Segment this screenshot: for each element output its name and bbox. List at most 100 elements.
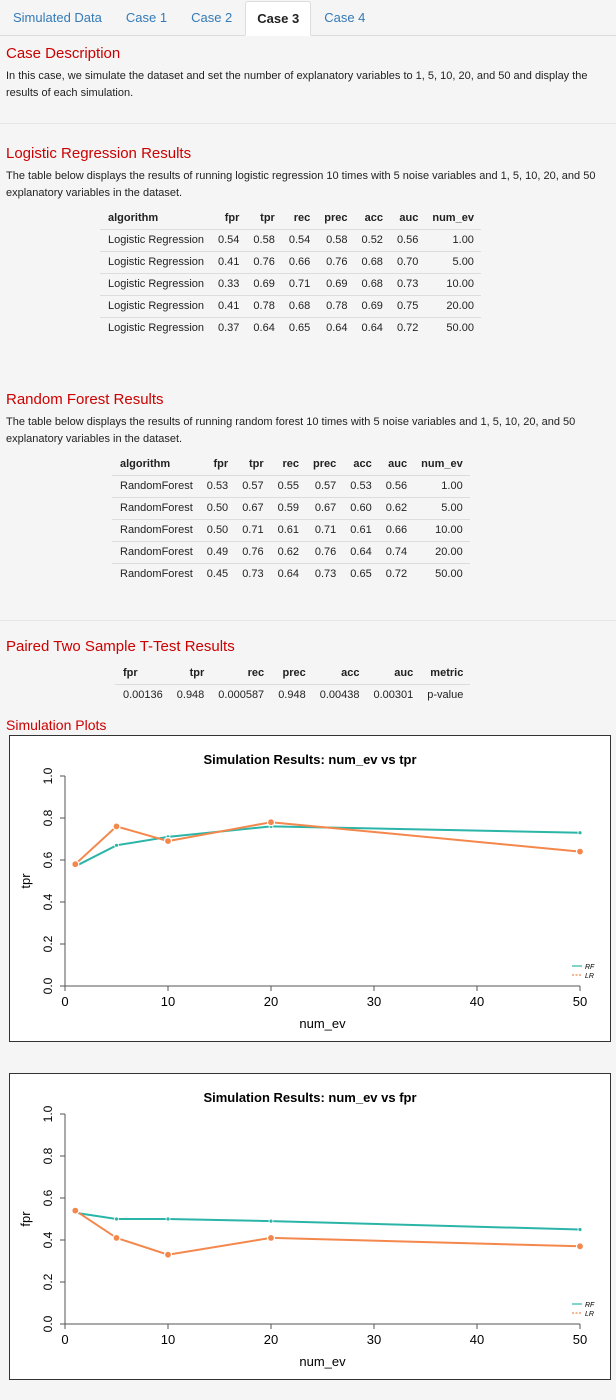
table-cell: 1.00 bbox=[414, 474, 470, 497]
table-cell: 20.00 bbox=[425, 294, 481, 317]
tab-case-1[interactable]: Case 1 bbox=[125, 10, 168, 25]
table-cell: 0.69 bbox=[354, 294, 390, 317]
data-point-lr bbox=[575, 847, 585, 856]
table-row: RandomForest 0.50 0.71 0.61 0.71 0.61 0.66 10.0… bbox=[112, 518, 470, 541]
table-row: Logistic Regression 0.41 0.78 0.68 0.78 0.69 0… bbox=[100, 294, 481, 317]
y-tick-label: 1.0 bbox=[41, 1105, 55, 1122]
column-header: metric bbox=[430, 666, 464, 679]
table-cell: 0.54 bbox=[211, 228, 247, 251]
table-cell: 0.000587 bbox=[211, 683, 272, 706]
table-row: RandomForest 0.49 0.76 0.62 0.76 0.64 0.74 20.0… bbox=[112, 540, 470, 563]
series-line-rf bbox=[75, 1211, 581, 1231]
column-header: algorithm bbox=[108, 211, 159, 224]
y-axis-label: fpr bbox=[18, 1211, 33, 1227]
table-cell: Logistic Regression bbox=[100, 272, 211, 295]
table-cell: Logistic Regression bbox=[100, 228, 211, 251]
chart-tpr: Simulation Results: num_ev vs tpr 0.0 0.2 0… bbox=[18, 752, 595, 1031]
data-point-lr bbox=[163, 1250, 173, 1259]
data-point-rf bbox=[268, 1218, 274, 1224]
table-cell: 0.76 bbox=[235, 540, 271, 563]
y-tick-label: 0.8 bbox=[41, 809, 55, 826]
data-point-lr bbox=[266, 1233, 276, 1242]
y-tick-label: 1.0 bbox=[41, 767, 55, 784]
table-cell: 0.76 bbox=[306, 540, 344, 563]
ttest-results-title: Paired Two Sample T-Test Results bbox=[6, 638, 235, 655]
x-tick-label: 30 bbox=[367, 1332, 381, 1347]
y-tick-label: 0.4 bbox=[41, 893, 55, 910]
table-cell: 10.00 bbox=[425, 272, 481, 295]
data-point-lr bbox=[112, 822, 121, 831]
y-tick-label: 0.2 bbox=[41, 1273, 55, 1290]
table-cell: 0.50 bbox=[199, 518, 236, 541]
table-cell: 0.58 bbox=[246, 228, 282, 251]
table-cell: 0.53 bbox=[343, 474, 379, 497]
table-cell: 0.71 bbox=[235, 518, 271, 541]
data-point-lr bbox=[112, 1233, 121, 1242]
logistic-results-text: The table below displays the results of … bbox=[6, 170, 596, 199]
table-cell: 0.33 bbox=[211, 272, 247, 295]
table-cell: 0.64 bbox=[246, 316, 282, 339]
tab-case-4[interactable]: Case 4 bbox=[324, 10, 366, 25]
table-cell: 0.69 bbox=[246, 272, 282, 295]
table-row: Logistic Regression 0.33 0.69 0.71 0.69 0.68 0… bbox=[100, 272, 481, 295]
table-row: 0.00136 0.948 0.000587 0.948 0.00438 0.00301 p… bbox=[115, 683, 471, 706]
table-cell: 0.76 bbox=[246, 250, 282, 273]
table-cell: Logistic Regression bbox=[100, 294, 211, 317]
y-tick-label: 0.6 bbox=[41, 851, 55, 868]
table-cell: 5.00 bbox=[425, 250, 481, 273]
tab-case-3[interactable]: Case 3 bbox=[245, 1, 312, 36]
tab-case-2[interactable]: Case 2 bbox=[191, 10, 233, 25]
table-cell: RandomForest bbox=[112, 518, 200, 541]
table-cell: 0.73 bbox=[235, 562, 271, 585]
tab-simulated-data[interactable]: Simulated Data bbox=[13, 10, 102, 25]
chart-fpr: Simulation Results: num_ev vs fpr 0.0 0.2 0… bbox=[18, 1090, 595, 1369]
table-cell: 0.71 bbox=[306, 518, 344, 541]
table-cell: 0.69 bbox=[317, 272, 355, 295]
table-cell: 0.56 bbox=[389, 228, 426, 251]
table-cell: 0.66 bbox=[281, 250, 318, 273]
table-cell: 50.00 bbox=[414, 562, 470, 585]
table-cell: RandomForest bbox=[112, 496, 200, 519]
table-cell: 0.61 bbox=[343, 518, 379, 541]
table-cell: 0.74 bbox=[378, 540, 415, 563]
divider bbox=[0, 123, 616, 124]
data-point-lr bbox=[71, 860, 80, 869]
chart-title: Simulation Results: num_ev vs fpr bbox=[203, 1090, 416, 1105]
table-cell: 0.53 bbox=[199, 474, 236, 497]
divider bbox=[0, 620, 616, 621]
data-point-rf bbox=[577, 1227, 583, 1232]
table-cell: Logistic Regression bbox=[100, 316, 211, 339]
table-cell: RandomForest bbox=[112, 540, 200, 563]
table-cell: Logistic Regression bbox=[100, 250, 211, 273]
table-row: Logistic Regression 0.37 0.64 0.65 0.64 0.64 0… bbox=[100, 316, 481, 339]
column-header: num_ev bbox=[421, 457, 463, 470]
chart-title: Simulation Results: num_ev vs tpr bbox=[203, 752, 416, 767]
plot-num-ev-vs-fpr: Simulation Results: num_ev vs fpr 0.0 0.2 0… bbox=[9, 1073, 611, 1380]
legend-label-rf: RF bbox=[585, 1302, 595, 1309]
table-cell: 0.948 bbox=[271, 683, 313, 706]
table-cell: 0.73 bbox=[389, 272, 426, 295]
y-tick-label: 0.4 bbox=[41, 1231, 55, 1248]
table-cell: 5.00 bbox=[414, 496, 470, 519]
table-cell: 0.65 bbox=[343, 562, 379, 585]
data-point-rf bbox=[114, 1216, 119, 1222]
x-tick-label: 0 bbox=[61, 994, 68, 1009]
table-cell: 0.78 bbox=[317, 294, 355, 317]
x-tick-label: 50 bbox=[573, 1332, 587, 1347]
table-header-row: algorithm fpr tpr rec prec acc auc num_ev bbox=[100, 207, 481, 229]
x-axis-label: num_ev bbox=[299, 1016, 346, 1031]
column-header: algorithm bbox=[120, 457, 171, 470]
table-cell: 0.49 bbox=[199, 540, 236, 563]
y-tick-label: 0.0 bbox=[41, 977, 55, 994]
column-header: auc bbox=[399, 211, 419, 224]
column-header: rec bbox=[293, 211, 311, 224]
table-cell: 20.00 bbox=[414, 540, 470, 563]
table-cell: 0.68 bbox=[354, 250, 390, 273]
table-cell: 0.55 bbox=[270, 474, 307, 497]
table-cell: 0.64 bbox=[317, 316, 355, 339]
column-header: rec bbox=[247, 666, 265, 679]
column-header: prec bbox=[282, 666, 306, 679]
logistic-results-table: algorithm fpr tpr rec prec acc auc num_ev Logist… bbox=[100, 207, 481, 339]
table-cell: 0.56 bbox=[378, 474, 415, 497]
table-cell: 0.71 bbox=[281, 272, 318, 295]
